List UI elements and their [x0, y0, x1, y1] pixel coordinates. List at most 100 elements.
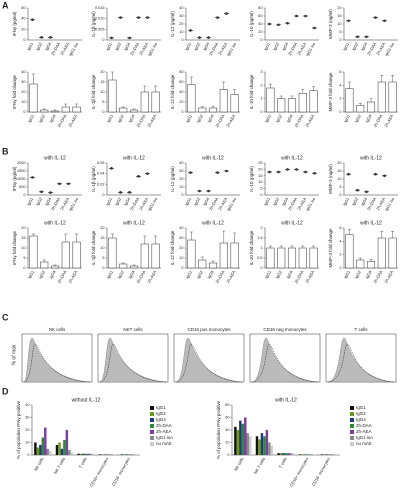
error-bar [290, 245, 294, 248]
bar [377, 81, 386, 113]
x-tick-label: IgG4 [281, 41, 290, 52]
error-bar [369, 98, 373, 102]
y-tick-label: 20 [100, 226, 104, 230]
axis [264, 163, 319, 196]
y-tick-label: 25 [258, 161, 262, 165]
bar [77, 453, 80, 455]
bar [335, 454, 338, 455]
y-axis-label: IL-1β (pg/ml) [91, 11, 96, 37]
y-tick-label: 40 [258, 22, 262, 26]
bar [87, 453, 90, 455]
y-axis-label: IL-1β fold change [91, 230, 96, 265]
x-tick-label: IgG1 [263, 196, 272, 207]
dot [189, 171, 192, 174]
histogram-curve [23, 337, 91, 383]
error-bar [64, 233, 68, 242]
x-tick-label: IgG2 [35, 41, 44, 52]
x-tick-label: IgG1 [184, 41, 193, 52]
bar [236, 430, 240, 455]
bar [287, 98, 297, 113]
legend-swatch [150, 412, 154, 416]
bar [68, 450, 71, 455]
x-tick-label: IgG4 [360, 41, 369, 52]
bar [234, 426, 237, 455]
legend-label: IgG1 [356, 405, 366, 410]
y-tick-label: 20 [100, 70, 104, 74]
bar [266, 247, 275, 269]
error-bar [369, 259, 373, 262]
dot [216, 16, 219, 19]
y-tick-label: 0.015 [95, 6, 105, 10]
x-tick-label: 2h-AEA [146, 269, 157, 284]
bar [92, 453, 95, 455]
histogram-curve [327, 337, 395, 383]
bar [127, 454, 131, 455]
x-tick-label: 2h-AEA [146, 113, 157, 128]
histogram-curve [99, 343, 167, 383]
y-tick-label: 20 [179, 177, 183, 181]
y-tick-label: 10 [25, 441, 29, 445]
chart-title: with IL-12 [44, 220, 66, 226]
x-tick-label: IgG2 [353, 113, 362, 124]
x-tick-label: 2h-DAA [129, 41, 140, 56]
x-tick-label: 2h-AEA [138, 196, 149, 211]
y-tick-label: 6 [339, 226, 341, 230]
x-tick-label: 2h-AEA [296, 41, 307, 56]
y-tick-label: 2 [260, 83, 262, 87]
x-tick-label: IgG1 [105, 196, 114, 207]
bar [60, 448, 64, 455]
bar [151, 243, 160, 269]
x-tick-label: 2h-DAA [208, 196, 219, 211]
y-tick-label: 2000 [17, 161, 25, 165]
histogram-curve [251, 337, 319, 383]
x-tick-label: IgG1 [184, 196, 193, 207]
y-tick-label: 10 [100, 246, 104, 250]
x-tick-label: 2h-AEA [383, 269, 394, 284]
y-tick-label: 20 [179, 100, 183, 104]
dot [313, 171, 316, 175]
x-tick-label: IgG1 [264, 113, 273, 124]
legend-label: IgG4 [156, 417, 166, 422]
dot [128, 191, 131, 194]
x-tick-label: CD16+ monocytes [289, 457, 310, 488]
chart-title: with IL-12 [281, 155, 303, 161]
bar [40, 109, 49, 113]
dot [268, 22, 271, 26]
dot [347, 19, 350, 23]
panel-label: C [2, 312, 9, 322]
dot [356, 188, 359, 192]
y-tick-label: 1.5 [257, 236, 262, 240]
y-tick-label: 0 [23, 193, 25, 197]
legend-swatch [150, 430, 154, 434]
y-tick-label: 1500 [17, 169, 25, 173]
x-tick-label: IgG1 [263, 41, 272, 52]
legend-swatch [150, 436, 154, 440]
x-tick-label: IgG4 [127, 269, 136, 280]
bar [130, 454, 133, 455]
error-bar [200, 106, 204, 108]
y-tick-label: 10 [179, 30, 183, 34]
legend-label: 2h-DAA [156, 423, 172, 428]
dot [268, 170, 271, 174]
y-tick-label: 10 [179, 256, 183, 260]
histogram-title: CD16 neg monocytes [263, 327, 307, 332]
y-tick-label: 40 [21, 17, 25, 21]
error-bar [233, 89, 237, 95]
y-tick-label: 5 [339, 30, 341, 34]
x-tick-label: T cells [78, 457, 88, 469]
bar [34, 442, 37, 455]
y-tick-label: 60 [258, 14, 262, 18]
y-tick-label: 60 [225, 416, 229, 420]
bar [309, 247, 318, 269]
x-tick-label: IgG1 iso [147, 41, 159, 57]
x-tick-label: IgG4 [202, 41, 211, 52]
error-bar [143, 85, 147, 92]
y-tick-label: 0.02 [97, 182, 104, 186]
bar [113, 454, 117, 455]
x-tick-label: NK cells [33, 457, 45, 472]
x-tick-label: IgG1 [342, 196, 351, 207]
x-tick-label: IgG4 [44, 41, 53, 52]
axis [185, 8, 240, 41]
x-tick-label: IgG2 [116, 113, 125, 124]
dot [286, 21, 289, 25]
